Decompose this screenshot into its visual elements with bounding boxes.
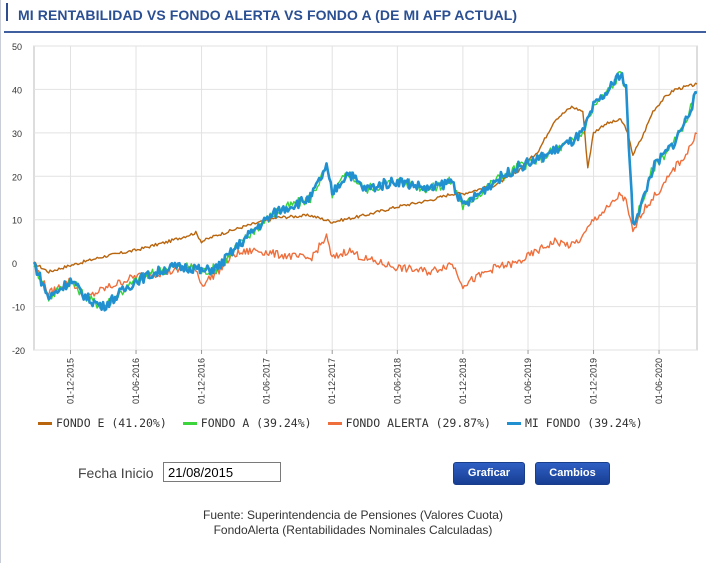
legend-label: MI FONDO (39.24%) <box>524 416 643 430</box>
legend-item-fondo-e[interactable]: FONDO E (41.20%) <box>38 416 167 430</box>
x-tick-label: 01-06-2016 <box>131 358 141 404</box>
legend-item-mi-fondo[interactable]: MI FONDO (39.24%) <box>506 416 643 430</box>
start-date-input[interactable] <box>163 462 281 482</box>
legend-swatch <box>38 421 52 425</box>
legend-label: FONDO A (39.24%) <box>200 416 312 430</box>
legend-swatch <box>327 421 342 425</box>
x-tick-label: 01-12-2018 <box>458 358 468 404</box>
chart: -20 -10 0 10 20 30 40 50 01-12-2015 01-06-2016 01-… <box>12 42 698 404</box>
page-title: MI RENTABILIDAD VS FONDO ALERTA VS FONDO… <box>18 7 518 23</box>
x-tick-label: 01-06-2017 <box>262 358 272 404</box>
legend-item-fondo-alerta[interactable]: FONDO ALERTA (29.87%) <box>327 416 491 430</box>
x-tick-label: 01-12-2016 <box>197 358 207 404</box>
graficar-button[interactable]: Graficar <box>453 462 525 485</box>
chart-legend: FONDO E (41.20%) FONDO A (39.24%) FONDO … <box>38 416 643 430</box>
start-date-label: Fecha Inicio <box>78 465 154 481</box>
legend-item-fondo-a[interactable]: FONDO A (39.24%) <box>182 416 312 430</box>
footer-note: FondoAlerta (Rentabilidades Nominales Ca… <box>213 523 493 537</box>
legend-swatch <box>506 421 521 425</box>
y-tick-label: 10 <box>12 216 22 226</box>
footer-source: Fuente: Superintendencia de Pensiones (V… <box>203 508 503 522</box>
y-tick-label: 0 <box>12 259 17 269</box>
x-tick-label: 01-06-2020 <box>654 358 664 404</box>
plot-area <box>33 45 698 351</box>
x-tick-label: 01-06-2018 <box>392 358 402 404</box>
legend-swatch <box>182 421 197 425</box>
y-tick-label: 50 <box>12 42 22 52</box>
legend-label: FONDO ALERTA (29.87%) <box>345 416 491 430</box>
x-tick-label: 01-06-2019 <box>523 358 533 404</box>
y-tick-label: -20 <box>12 346 25 356</box>
page-left-rule <box>0 0 1 563</box>
series-line-4 <box>32 72 698 312</box>
x-tick-label: 01-12-2019 <box>589 358 599 404</box>
x-tick-label: 01-12-2015 <box>66 358 76 404</box>
header-mark <box>6 3 8 21</box>
legend-label: FONDO E (41.20%) <box>56 416 167 430</box>
page-header: MI RENTABILIDAD VS FONDO ALERTA VS FONDO… <box>4 0 706 33</box>
y-tick-label: 30 <box>12 129 22 139</box>
series-line-1 <box>33 82 698 274</box>
x-tick-label: 01-12-2017 <box>327 358 337 404</box>
cambios-button[interactable]: Cambios <box>535 462 610 485</box>
y-tick-label: 20 <box>12 172 22 182</box>
y-tick-label: -10 <box>12 303 25 313</box>
y-tick-label: 40 <box>12 85 22 95</box>
